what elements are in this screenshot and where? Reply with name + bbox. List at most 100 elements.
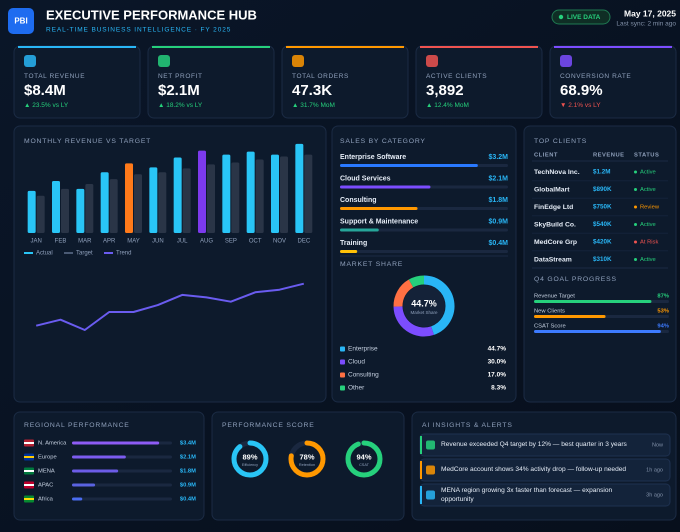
region-value: $2.1M [180,455,196,461]
legend-value: 17.0% [488,372,507,379]
kpi-value: $8.4M [24,82,66,99]
legend-label: Trend [116,251,131,257]
bar [231,162,240,233]
bar [246,151,255,233]
gauge-label: CSAT [359,463,370,467]
value-label: $2.1M [489,175,509,182]
bar [198,150,206,233]
status-dot [634,223,637,226]
region-label: Africa [38,497,54,503]
client-revenue: $540K [593,221,612,228]
client-name: GlobalMart [534,186,570,193]
kpi-value: 68.9% [560,82,603,99]
value-label: $3.2M [489,154,509,161]
client-status: Review [640,205,660,211]
bar [134,174,142,233]
x-tick-label: MAR [78,239,92,245]
legend-value: 8.3% [491,385,506,392]
region-value: $3.4M [180,441,196,447]
insight-text-box: MENA region growing 3x faster than forec… [441,486,631,505]
kpi-delta: ▲ 12.4% MoM [426,102,469,109]
client-name: FinEdge Ltd [534,204,573,211]
x-tick-label: JUN [152,239,164,245]
x-tick-label: DEC [297,239,310,245]
insight-accent [420,436,422,454]
kpi-accent [286,46,404,48]
client-status: Active [640,257,656,263]
region-label: APAC [38,483,53,489]
live-label: LIVE DATA [567,14,601,21]
gauge-value: 78% [299,452,314,461]
kpi-label: TOTAL REVENUE [24,73,85,80]
x-tick-label: AUG [200,239,213,245]
bar-track [340,228,508,232]
bar [340,250,358,253]
donut-slice [423,275,455,335]
insight-accent [420,461,422,479]
insight-accent [420,486,422,504]
bar [271,154,279,233]
x-tick-label: APR [103,239,116,245]
sales-panel [331,125,517,403]
bar [72,497,83,501]
legend-label: Enterprise [348,346,378,353]
gauge-value: 89% [242,452,257,461]
goal-value: 53% [657,309,669,315]
clients-panel [523,125,677,403]
gauge-value: 94% [356,452,371,461]
bar-track [340,250,508,253]
status-dot [634,170,637,174]
insight-text-box: Revenue exceeded Q4 target by 12% — best… [441,441,627,448]
client-name: MedCore Grp [534,239,577,246]
bar [36,195,45,233]
legend-label: Target [76,251,93,257]
insight-wrap: MENA region growing 3x faster than forec… [441,486,631,505]
bar [534,315,606,318]
donut-label: Market Share [410,310,438,315]
category-label: Training [340,240,367,247]
region-value: $0.4M [180,497,196,503]
column-header: CLIENT [534,153,558,159]
bar [72,483,96,487]
kpi-accent [420,46,538,48]
sync: Last sync: 2 min ago [616,21,676,28]
goal-label: CSAT Score [534,324,566,330]
insight-time: 3h ago [646,492,663,498]
insight-text: MENA region growing 3x faster than forec… [441,486,613,503]
x-tick-label: JUL [177,239,188,245]
client-revenue: $890K [593,186,612,193]
kpi-delta: ▲ 18.2% vs LY [158,102,203,109]
goal-label: New Clients [534,309,565,315]
value-label: $0.4M [489,240,509,247]
bar [72,441,160,445]
bar [149,167,158,233]
client-status: Active [640,187,656,193]
bar [340,207,418,210]
flag-band [24,470,34,472]
region-value: $0.9M [180,483,196,489]
client-revenue: $310K [593,256,612,263]
bar-track [72,497,172,501]
client-revenue: $1.2M [593,169,611,176]
x-tick-label: OCT [249,239,262,245]
client-revenue: $420K [593,239,612,246]
title: EXECUTIVE PERFORMANCE HUB [46,7,257,22]
donut-slice [408,275,425,288]
kpi-label: NET PROFIT [158,73,203,80]
date: May 17, 2025 [624,8,676,18]
bar [534,300,652,303]
bar [61,188,69,233]
subtitle: REAL-TIME BUSINESS INTELLIGENCE · FY 202… [46,27,231,34]
insight-text-box: MedCore account shows 34% activity drop … [441,466,626,473]
bar [27,190,36,233]
category-label: Enterprise Software [340,154,406,161]
region-label: MENA [38,469,55,475]
kpi-accent [18,46,136,48]
insight-icon [426,465,435,475]
section-title: MONTHLY REVENUE VS TARGET [24,138,151,145]
flag-band [24,442,34,444]
gauge-label: Retention [299,463,315,467]
kpi-label: TOTAL ORDERS [292,73,349,80]
goal-label: Revenue Target [534,294,575,300]
